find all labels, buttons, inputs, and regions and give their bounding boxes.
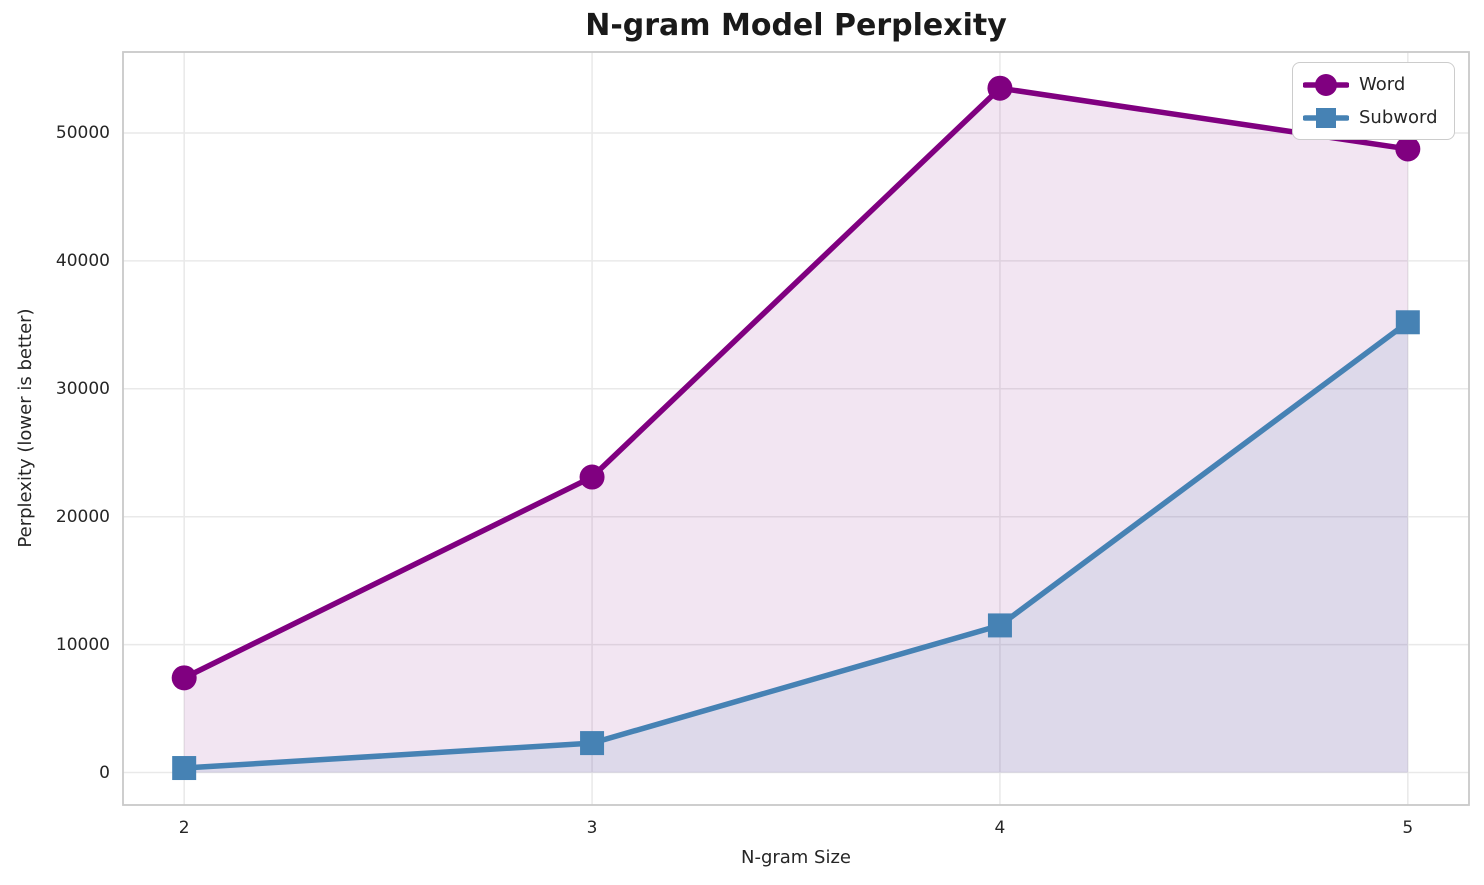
word-series-line — [181, 85, 1411, 681]
x-tick-label: 2 — [178, 818, 190, 838]
y-tick-label: 0 — [99, 762, 110, 783]
legend-item-word: Word — [1303, 69, 1438, 100]
legend-item-subword: Subword — [1303, 102, 1438, 133]
legend-marker — [1315, 73, 1337, 96]
plot-border — [122, 51, 1470, 806]
chart-title: N-gram Model Perplexity — [585, 8, 1007, 43]
legend-label-word: Word — [1359, 74, 1406, 95]
word-data-point — [171, 665, 197, 691]
x-axis-label: N-gram Size — [740, 847, 852, 868]
y-tick-label: 10000 — [55, 634, 110, 655]
word-line-circle-marker-icon — [1303, 73, 1349, 96]
y-tick-label: 50000 — [55, 122, 110, 143]
word-data-point — [579, 464, 605, 490]
subword-series-line — [181, 319, 1411, 771]
word-data-point — [1395, 136, 1421, 162]
x-tick-label: 5 — [1402, 818, 1414, 838]
subword-data-point — [580, 731, 605, 756]
word-area-fill — [184, 88, 1408, 773]
y-tick-label: 20000 — [55, 506, 110, 527]
legend: Word Subword — [1292, 62, 1455, 140]
subword-data-point — [172, 756, 197, 781]
x-tick-label: 3 — [586, 818, 598, 838]
subword-line-square-marker-icon — [1303, 107, 1349, 128]
subword-area-fill — [184, 322, 1408, 773]
y-tick-label: 30000 — [55, 378, 110, 399]
y-tick-label: 40000 — [55, 250, 110, 271]
word-data-point — [987, 75, 1013, 101]
subword-data-point — [987, 613, 1012, 638]
legend-label-subword: Subword — [1359, 107, 1438, 128]
legend-marker — [1316, 107, 1336, 128]
subword-data-point — [1395, 310, 1420, 335]
x-tick-label: 4 — [994, 818, 1006, 838]
y-axis-label: Perplexity (lower is better) — [15, 308, 36, 548]
